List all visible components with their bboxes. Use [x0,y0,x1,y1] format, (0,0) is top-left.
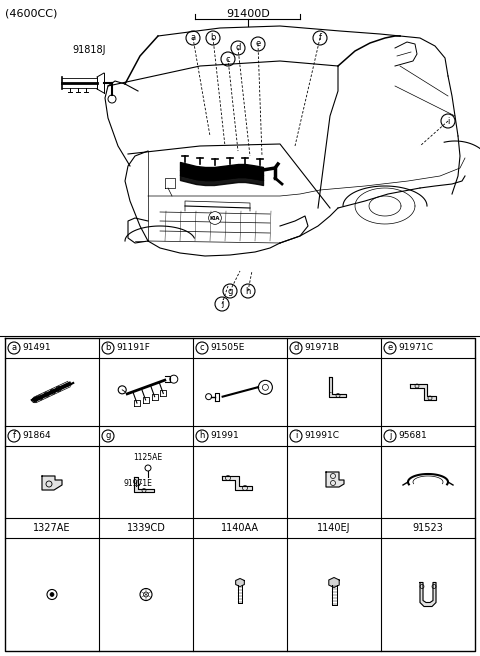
Polygon shape [329,577,339,588]
Polygon shape [326,472,344,487]
Text: (4600CC): (4600CC) [5,8,58,18]
Polygon shape [329,377,346,397]
Text: c: c [226,54,230,64]
Text: a: a [191,33,195,43]
Polygon shape [238,584,242,602]
Text: f: f [12,432,15,440]
Text: 1339CD: 1339CD [127,523,166,533]
Polygon shape [236,579,244,586]
Text: e: e [387,344,393,352]
Text: 1140AA: 1140AA [221,523,259,533]
Text: 91191F: 91191F [116,344,150,352]
Text: j: j [221,300,223,308]
Text: 91505E: 91505E [210,344,244,352]
Text: 91971C: 91971C [398,344,433,352]
Text: d: d [293,344,299,352]
Text: a: a [12,344,17,352]
Text: KIA: KIA [210,216,220,220]
Text: 91971E: 91971E [123,480,153,489]
Text: 91991C: 91991C [304,432,339,440]
Polygon shape [222,476,252,490]
Text: 1140EJ: 1140EJ [317,523,351,533]
Polygon shape [410,384,436,400]
Text: i: i [295,432,297,440]
Text: e: e [255,39,261,49]
Text: 91491: 91491 [22,344,50,352]
Text: 91864: 91864 [22,432,50,440]
Text: g: g [105,432,111,440]
Text: h: h [245,287,251,295]
Text: b: b [105,344,111,352]
Text: 91523: 91523 [413,523,444,533]
Polygon shape [134,477,154,492]
Polygon shape [420,583,436,607]
Text: c: c [200,344,204,352]
Text: 91971B: 91971B [304,344,339,352]
Text: f: f [319,33,322,43]
Text: j: j [389,432,391,440]
Text: g: g [228,287,233,295]
Text: b: b [210,33,216,43]
Circle shape [50,592,54,596]
Text: 91818J: 91818J [72,45,106,55]
Text: 91991: 91991 [210,432,239,440]
Text: 91400D: 91400D [226,9,270,19]
Text: 1327AE: 1327AE [33,523,71,533]
Text: i: i [447,117,449,125]
Text: 1125AE: 1125AE [133,453,163,462]
Text: d: d [235,43,240,52]
Text: 95681: 95681 [398,432,427,440]
Text: h: h [199,432,204,440]
Polygon shape [42,476,62,490]
